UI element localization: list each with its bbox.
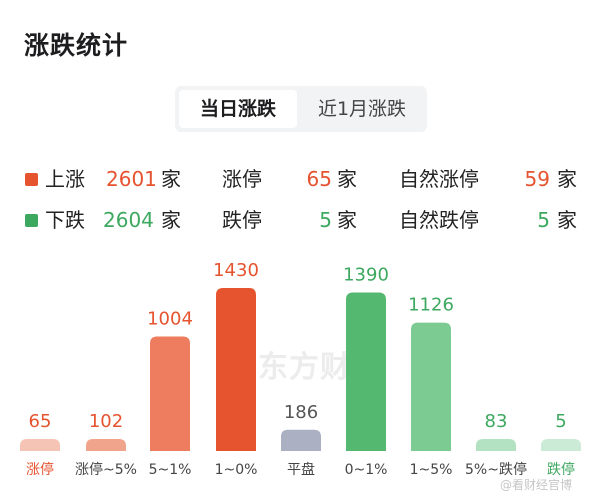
category-label: 5~1% bbox=[149, 462, 192, 478]
tab-bar: 当日涨跌 近1月涨跌 bbox=[175, 86, 427, 132]
down-label: 下跌 bbox=[45, 208, 85, 232]
natural-limit-up-label: 自然涨停 bbox=[399, 167, 479, 191]
bar-value-label: 102 bbox=[89, 411, 123, 432]
footer-watermark: @看财经官博 bbox=[500, 478, 573, 492]
bar-6[interactable] bbox=[411, 322, 451, 451]
bar-value-label: 1430 bbox=[213, 260, 259, 281]
limit-down-count: 5 bbox=[319, 208, 332, 232]
category-label: 平盘 bbox=[287, 461, 315, 478]
category-label: 0~1% bbox=[345, 462, 388, 478]
bar-1[interactable] bbox=[86, 439, 126, 451]
limit-up-unit: 家 bbox=[337, 167, 357, 191]
category-label: 跌停 bbox=[547, 461, 575, 478]
up-label: 上涨 bbox=[45, 167, 85, 191]
up-unit: 家 bbox=[161, 167, 181, 191]
bar-value-label: 83 bbox=[485, 411, 508, 432]
natural-limit-down-unit: 家 bbox=[557, 208, 577, 232]
bar-3[interactable] bbox=[216, 288, 256, 451]
down-legend-icon bbox=[25, 214, 38, 227]
bar-4[interactable] bbox=[281, 429, 321, 451]
summary-row-up: 上涨 2601 家 涨停 65 家 自然涨停 59 家 bbox=[0, 164, 602, 194]
natural-limit-up-count: 59 bbox=[524, 167, 550, 191]
bar-7[interactable] bbox=[476, 439, 516, 451]
category-label: 涨停 bbox=[26, 461, 54, 478]
tab-last-month[interactable]: 近1月涨跌 bbox=[317, 98, 407, 120]
bar-0[interactable] bbox=[20, 439, 60, 451]
category-label: 涨停~5% bbox=[75, 461, 137, 478]
watermark-text: 东方财 bbox=[258, 350, 351, 385]
natural-limit-down-count: 5 bbox=[537, 208, 550, 232]
down-count: 2604 bbox=[103, 208, 154, 232]
down-unit: 家 bbox=[161, 208, 181, 232]
page-title: 涨跌统计 bbox=[24, 31, 129, 60]
bar-value-label: 1390 bbox=[343, 265, 389, 286]
category-label: 1~0% bbox=[215, 462, 258, 478]
limit-down-unit: 家 bbox=[337, 208, 357, 232]
limit-up-count: 65 bbox=[306, 167, 332, 191]
bar-value-label: 186 bbox=[284, 402, 318, 423]
up-count: 2601 bbox=[106, 167, 157, 191]
bar-5[interactable] bbox=[346, 292, 386, 451]
summary-row-down: 下跌 2604 家 跌停 5 家 自然跌停 5 家 bbox=[0, 205, 602, 235]
up-legend-icon bbox=[25, 173, 38, 186]
bar-2[interactable] bbox=[150, 336, 190, 451]
category-label: 1~5% bbox=[410, 462, 453, 478]
natural-limit-down-label: 自然跌停 bbox=[399, 208, 479, 232]
limit-up-label: 涨停 bbox=[222, 167, 262, 191]
bar-8[interactable] bbox=[541, 439, 581, 451]
bar-value-label: 65 bbox=[29, 411, 52, 432]
tab-today[interactable]: 当日涨跌 bbox=[179, 90, 297, 128]
bar-value-label: 5 bbox=[555, 411, 566, 432]
natural-limit-up-unit: 家 bbox=[557, 167, 577, 191]
bar-value-label: 1004 bbox=[147, 309, 193, 330]
category-label: 5%~跌停 bbox=[465, 461, 527, 478]
bar-value-label: 1126 bbox=[408, 295, 454, 316]
limit-down-label: 跌停 bbox=[222, 208, 262, 232]
